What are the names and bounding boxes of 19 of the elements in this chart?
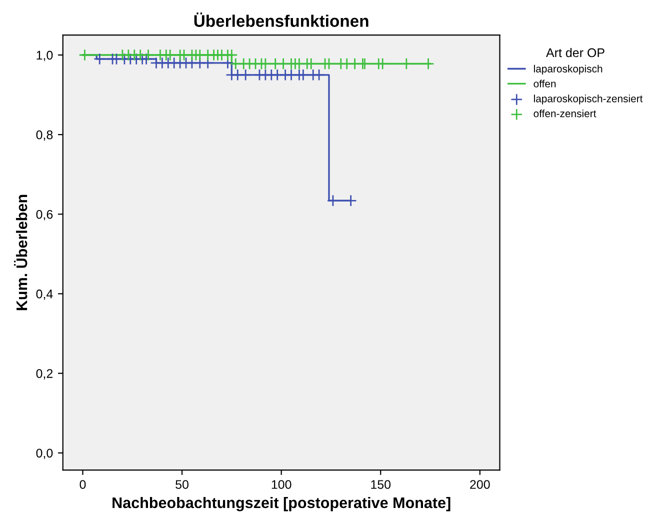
y-tick-label: 0,4 xyxy=(36,290,53,300)
legend-title: Art der OP xyxy=(546,48,604,58)
chart-title: Überlebensfunktionen xyxy=(194,12,368,27)
legend-label: laparoskopisch-zensiert xyxy=(534,94,643,104)
y-tick-label: 0,6 xyxy=(36,210,53,220)
y-tick-label: 0,2 xyxy=(36,369,53,380)
x-tick-label: 150 xyxy=(371,480,391,489)
legend-label: laparoskopisch xyxy=(534,64,602,75)
x-axis-title: Nachbeobachtungszeit [postoperative Monate] xyxy=(112,496,450,512)
y-tick-label: 0,8 xyxy=(36,130,53,141)
x-tick-label: 0 xyxy=(80,480,86,489)
x-tick-label: 200 xyxy=(470,480,490,489)
y-tick-label: 0,0 xyxy=(36,448,53,460)
legend-label: offen xyxy=(534,80,556,88)
x-tick-label: 100 xyxy=(272,480,292,489)
y-axis-title: Kum. Überleben xyxy=(14,194,28,310)
legend-label: offen-zensiert xyxy=(534,110,596,118)
x-tick-label: 50 xyxy=(176,480,188,489)
y-tick-label: 1,0 xyxy=(36,50,53,62)
